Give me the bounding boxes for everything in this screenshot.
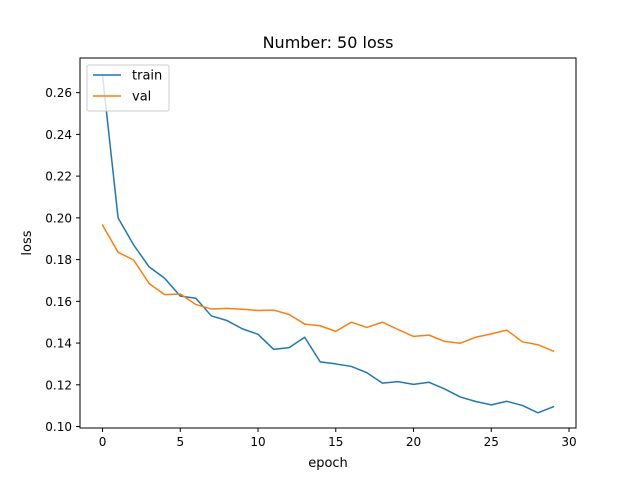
y-tick-label: 0.20 [45, 211, 72, 225]
x-tick-label: 5 [176, 435, 184, 449]
y-tick-label: 0.18 [45, 253, 72, 267]
legend: train val [86, 64, 170, 112]
legend-box [86, 64, 170, 112]
y-tick-label: 0.16 [45, 295, 72, 309]
series-layer [101, 75, 555, 414]
y-tick-label: 0.22 [45, 170, 72, 184]
legend-label-val: val [132, 90, 151, 105]
axes-layer: 0 5 10 15 20 25 30 0.10 0.12 0.14 0.16 0.18 0.20 0.22… [45, 86, 576, 449]
x-axis-label: epoch [308, 456, 348, 471]
y-tick-label: 0.26 [45, 86, 72, 100]
chart-title: Number: 50 loss [263, 33, 394, 52]
legend-label-train: train [132, 69, 162, 84]
y-tick-label: 0.10 [45, 420, 72, 434]
x-tick-label: 15 [328, 435, 343, 449]
y-tick-label: 0.24 [45, 128, 72, 142]
y-tick-label: 0.14 [45, 337, 72, 351]
x-tick-label: 25 [484, 435, 499, 449]
x-tick-label: 10 [250, 435, 265, 449]
y-axis-label: loss [20, 230, 35, 255]
x-tick-label: 0 [99, 435, 107, 449]
series-line-train [101, 75, 555, 414]
plot-area [80, 58, 576, 428]
x-tick-label: 20 [406, 435, 421, 449]
y-tick-label: 0.12 [45, 378, 72, 392]
series-line-val [101, 224, 555, 353]
x-tick-label: 30 [561, 435, 576, 449]
plot-frame [79, 57, 577, 429]
